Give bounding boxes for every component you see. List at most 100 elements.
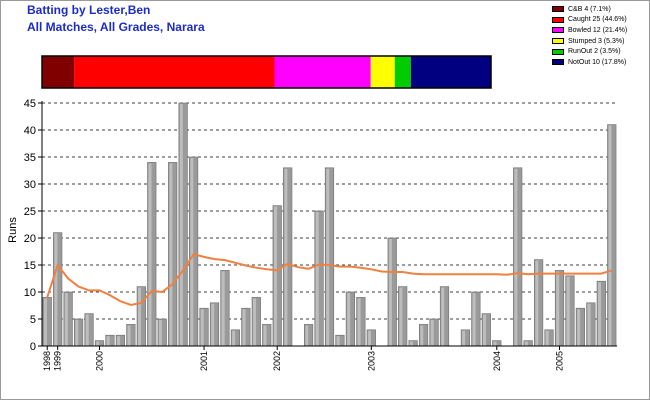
legend-swatch	[552, 16, 564, 23]
bar	[544, 329, 554, 347]
x-tick-label: 2005	[555, 351, 565, 371]
legend-swatch	[552, 38, 564, 45]
bar	[607, 124, 617, 347]
y-tick-label: 45	[24, 98, 36, 110]
bar	[136, 286, 146, 347]
chart-subtitle: All Matches, All Grades, Narara	[27, 20, 205, 34]
bar	[251, 297, 261, 347]
bar	[230, 329, 240, 347]
dismissal-segment-stumped	[370, 56, 395, 88]
legend-label: Stumped 3 (5.3%)	[568, 37, 625, 45]
axes	[41, 101, 617, 347]
bar	[554, 270, 565, 347]
bar	[105, 334, 115, 347]
x-tick-label: 2000	[95, 351, 105, 371]
bar	[241, 307, 251, 347]
x-tick-label: 1999	[53, 351, 63, 371]
bar	[314, 210, 324, 347]
legend-item: Bowled 12 (21.4%)	[552, 25, 627, 36]
bar	[272, 205, 282, 347]
bar	[387, 237, 397, 347]
bar	[356, 297, 366, 347]
bar	[147, 162, 157, 347]
legend-label: NotOut 10 (17.8%)	[568, 58, 627, 66]
dismissal-segment-notout	[410, 56, 491, 88]
bar	[513, 167, 523, 347]
bar	[575, 307, 585, 347]
y-axis-label: Runs	[7, 217, 19, 243]
dismissal-breakdown-bar	[41, 55, 492, 89]
x-tick-label: 2001	[199, 351, 209, 371]
bar	[565, 275, 575, 347]
bar	[115, 334, 125, 347]
average-line	[46, 253, 613, 307]
y-ticks: 0 5 10 15 20 25 30 35 40 45	[24, 98, 42, 353]
bar	[189, 156, 199, 347]
y-tick-label: 10	[24, 287, 36, 299]
legend-swatch	[552, 59, 564, 66]
bar	[220, 270, 230, 347]
bar	[168, 162, 178, 347]
dismissal-segment-caught	[74, 56, 275, 88]
legend-label: C&B 4 (7.1%)	[568, 5, 611, 13]
bar	[126, 324, 136, 347]
bar	[262, 324, 272, 347]
bar	[429, 318, 439, 347]
dismissal-segment-runout	[394, 56, 411, 88]
legend-item: NotOut 10 (17.8%)	[552, 57, 627, 68]
legend-item: RunOut 2 (3.5%)	[552, 46, 627, 57]
legend-label: RunOut 2 (3.5%)	[568, 48, 621, 56]
y-tick-label: 35	[24, 152, 36, 164]
bar	[304, 324, 314, 347]
bar	[335, 334, 345, 347]
bar	[53, 232, 63, 347]
legend-item: Caught 25 (44.6%)	[552, 15, 627, 26]
legend-swatch	[552, 27, 564, 34]
y-tick-label: 30	[24, 179, 36, 191]
bar	[366, 329, 376, 347]
dismissal-segment-c&b	[42, 56, 75, 88]
bar	[471, 291, 481, 347]
bar	[398, 286, 408, 347]
bar	[534, 259, 544, 347]
bar	[63, 291, 73, 347]
dismissal-bar-border	[41, 55, 492, 89]
average-line-path	[46, 253, 613, 307]
bar	[419, 324, 429, 347]
bar	[596, 280, 606, 347]
bar	[283, 167, 293, 347]
legend-label: Bowled 12 (21.4%)	[568, 26, 628, 34]
legend: C&B 4 (7.1%) Caught 25 (44.6%) Bowled 12 (…	[552, 4, 627, 68]
bar	[439, 286, 450, 347]
x-tick-label: 2004	[492, 351, 502, 371]
bar	[94, 340, 105, 347]
x-ticks: 1998 1999 2000 2001 2002 2003 2004 2005	[42, 346, 565, 371]
bar	[209, 302, 220, 347]
legend-swatch	[552, 48, 564, 55]
x-tick-label: 1998	[42, 351, 52, 371]
y-tick-label: 0	[30, 341, 36, 353]
y-tick-label: 20	[24, 233, 36, 245]
legend-item: C&B 4 (7.1%)	[552, 4, 627, 15]
legend-swatch	[552, 6, 564, 13]
runs-bars	[42, 102, 617, 347]
bar	[586, 302, 596, 347]
y-tick-label: 15	[24, 260, 36, 272]
bar	[481, 313, 491, 347]
bar	[408, 340, 418, 347]
y-tick-label: 40	[24, 125, 36, 137]
bar	[178, 102, 188, 347]
bar	[345, 291, 355, 347]
x-tick-label: 2002	[272, 351, 282, 371]
bar	[199, 307, 209, 347]
chart-title: Batting by Lester,Ben	[27, 3, 151, 17]
bar	[492, 340, 502, 347]
bar	[324, 167, 335, 347]
bar	[84, 313, 94, 347]
legend-label: Caught 25 (44.6%)	[568, 16, 627, 24]
dismissal-segment-bowled	[274, 56, 371, 88]
x-tick-label: 2003	[366, 351, 376, 371]
bar	[460, 329, 470, 347]
bar	[74, 318, 84, 347]
